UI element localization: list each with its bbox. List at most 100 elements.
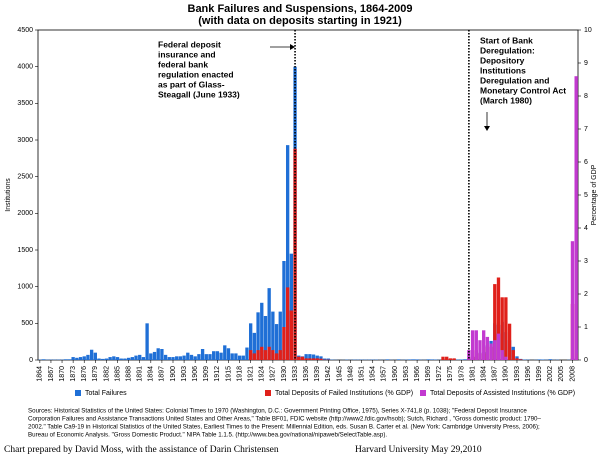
x-tick-label: 1942	[325, 366, 332, 382]
bar	[149, 353, 152, 360]
x-tick-label: 1957	[381, 366, 388, 382]
source-note: Sources: Historical Statistics of the Un…	[28, 408, 527, 415]
bar	[71, 357, 74, 360]
source-note: Corporation Failures and Assistance Tran…	[28, 416, 541, 423]
x-tick-label: 1933	[292, 366, 299, 382]
bar	[512, 350, 515, 360]
y-tick-label: 4500	[17, 27, 33, 34]
bar	[441, 357, 444, 360]
bar	[83, 356, 86, 360]
y-tick-label: 500	[21, 320, 33, 327]
y2-tick-label: 3	[584, 258, 588, 265]
bar	[297, 357, 300, 360]
legend-label: Total Deposits of Assisted Institutions …	[430, 390, 575, 397]
x-tick-label: 1876	[81, 366, 88, 382]
bar	[182, 356, 185, 360]
bar	[238, 356, 241, 360]
x-tick-label: 1939	[314, 366, 321, 382]
bar	[290, 311, 293, 361]
bar	[231, 353, 234, 360]
bar	[471, 330, 474, 360]
y2-tick-label: 5	[584, 192, 588, 199]
bar	[175, 356, 178, 360]
y2-tick-label: 0	[584, 357, 588, 364]
bar	[194, 356, 197, 360]
x-tick-label: 1951	[358, 366, 365, 382]
bar	[90, 350, 93, 360]
bar	[415, 359, 418, 360]
y-axis-title: Institutions	[5, 178, 12, 212]
y2-tick-label: 2	[584, 291, 588, 298]
bar	[541, 359, 544, 360]
bar	[412, 359, 415, 360]
bar	[142, 357, 145, 360]
x-tick-label: 1867	[48, 366, 55, 382]
annotation: Monetary Control Act	[480, 85, 566, 95]
x-tick-label: 1894	[148, 366, 155, 382]
x-tick-label: 1936	[303, 366, 310, 382]
bar	[253, 353, 256, 360]
bar	[205, 354, 208, 360]
annotation: Deregulation:	[480, 45, 535, 55]
x-tick-label: 1897	[159, 366, 166, 382]
x-tick-label: 1870	[59, 366, 66, 382]
y2-tick-label: 10	[584, 27, 592, 34]
x-tick-label: 1993	[514, 366, 521, 382]
bar	[482, 330, 485, 360]
bar	[108, 357, 111, 360]
annotation: federal bank	[158, 59, 208, 69]
y-tick-label: 2000	[17, 210, 33, 217]
x-tick-label: 1984	[481, 366, 488, 382]
y2-tick-label: 4	[584, 225, 588, 232]
bar	[186, 353, 189, 360]
y2-tick-label: 9	[584, 60, 588, 67]
bar	[64, 359, 67, 360]
bar	[134, 356, 137, 360]
bar	[430, 359, 433, 360]
x-tick-label: 1927	[270, 366, 277, 382]
bar	[504, 357, 507, 360]
bar	[153, 352, 156, 360]
bar	[97, 359, 100, 360]
x-tick-label: 1864	[37, 366, 44, 382]
x-tick-label: 1975	[447, 366, 454, 382]
y-tick-label: 1500	[17, 247, 33, 254]
y2-tick-label: 8	[584, 93, 588, 100]
x-tick-label: 1915	[225, 366, 232, 382]
x-tick-label: 1891	[137, 366, 144, 382]
annotation: as part of Glass-	[158, 79, 225, 89]
x-tick-label: 1999	[536, 366, 543, 382]
x-tick-label: 1885	[114, 366, 121, 382]
bar	[227, 348, 230, 360]
x-tick-label: 1930	[281, 366, 288, 382]
x-tick-label: 1987	[492, 366, 499, 382]
bar	[116, 357, 119, 360]
bar	[234, 353, 237, 360]
bar	[171, 357, 174, 360]
bar	[538, 359, 541, 360]
x-tick-label: 1882	[103, 366, 110, 382]
bar	[312, 358, 315, 360]
x-tick-label: 1990	[503, 366, 510, 382]
bar	[219, 353, 222, 360]
bar	[478, 340, 481, 360]
y2-tick-label: 6	[584, 159, 588, 166]
bar	[216, 351, 219, 360]
bar	[86, 355, 89, 360]
legend-swatch	[75, 390, 81, 396]
bar	[301, 357, 304, 360]
source-note: Bureau of Economic Analysis. "Gross Dome…	[28, 432, 387, 439]
bar	[445, 357, 448, 360]
bar	[386, 359, 389, 360]
x-tick-label: 1972	[436, 366, 443, 382]
bar	[397, 359, 400, 360]
bar	[308, 358, 311, 360]
bar	[464, 359, 467, 360]
bar	[515, 358, 518, 360]
x-tick-label: 1960	[392, 366, 399, 382]
bar	[279, 350, 282, 360]
bar	[501, 350, 504, 360]
bar	[316, 358, 319, 360]
bar	[168, 357, 171, 360]
